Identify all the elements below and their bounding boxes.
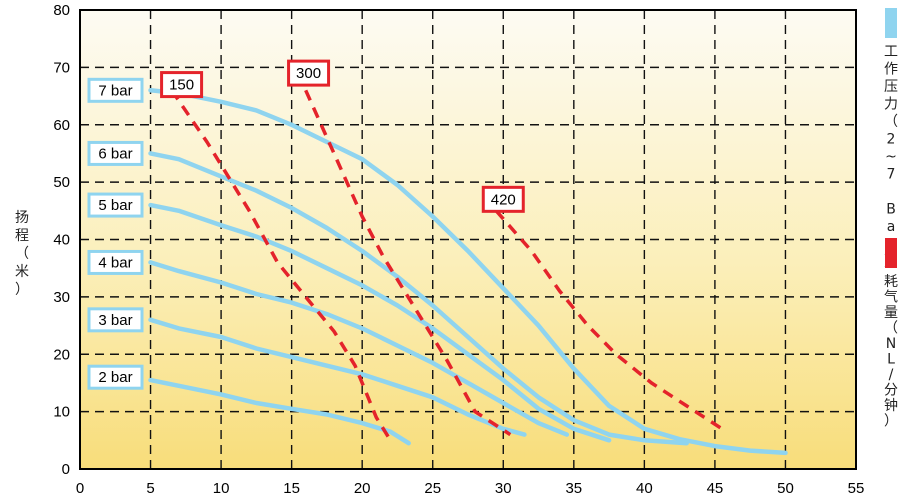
y-tick-label: 30 — [53, 289, 70, 306]
x-tick-label: 45 — [707, 480, 724, 497]
svg-text:L: L — [887, 352, 895, 368]
svg-text:气: 气 — [884, 290, 898, 306]
y-tick-label: 80 — [53, 2, 70, 19]
svg-text:耗: 耗 — [884, 274, 898, 290]
y-tick-label: 0 — [62, 461, 70, 478]
pressure-tag-label: 2 bar — [98, 369, 132, 386]
pressure-tag: 5 bar — [87, 192, 144, 218]
series-tags: 7 bar 6 bar 5 bar 4 bar 3 bar 2 bar 150 300 420 — [87, 59, 525, 390]
air-tag: 300 — [287, 59, 331, 87]
y-tick-label: 40 — [53, 232, 70, 249]
x-tick-label: 50 — [777, 480, 794, 497]
svg-text:/: / — [889, 367, 894, 383]
plot-border — [79, 9, 857, 470]
svg-text:）: ） — [884, 414, 898, 430]
x-tick-label: 0 — [76, 480, 84, 497]
y-tick-label: 70 — [53, 59, 70, 76]
svg-text:量: 量 — [884, 305, 898, 321]
air-tag-box — [481, 185, 525, 213]
x-tick-label: 40 — [636, 480, 653, 497]
pressure-tag: 4 bar — [87, 249, 144, 275]
x-tick-label: 10 — [213, 480, 230, 497]
svg-text:B: B — [886, 202, 896, 218]
y-tick-label: 60 — [53, 117, 70, 134]
x-tick-label: 25 — [424, 480, 441, 497]
svg-text:分: 分 — [884, 383, 898, 399]
air-curve-420 — [494, 209, 723, 431]
air-curve-300 — [304, 89, 512, 437]
legend-swatch-air — [885, 238, 897, 268]
svg-text:（: （ — [884, 114, 898, 130]
svg-text:压: 压 — [884, 79, 898, 95]
y-tick-label: 20 — [53, 346, 70, 363]
air-tag: 420 — [481, 185, 525, 213]
air-tag-label: 300 — [296, 65, 321, 82]
pressure-tag-label: 4 bar — [98, 254, 132, 271]
air-curve-150 — [170, 89, 392, 442]
plot-frame — [79, 9, 857, 470]
pressure-curve-4-bar — [148, 260, 570, 437]
x-tick-label: 55 — [848, 480, 865, 497]
pressure-tag-label: 5 bar — [98, 197, 132, 214]
x-tick-label: 5 — [146, 480, 154, 497]
svg-text:（: （ — [884, 321, 898, 337]
pressure-tag-label: 6 bar — [98, 145, 132, 162]
svg-text:力: 力 — [884, 97, 898, 113]
svg-text:~: ~ — [885, 149, 897, 165]
air-tag: 150 — [160, 71, 204, 99]
x-tick-label: 35 — [565, 480, 582, 497]
pressure-tag-box — [87, 364, 144, 390]
svg-text:米: 米 — [15, 264, 29, 280]
legend-swatch-pressure — [885, 8, 897, 38]
air-tag-label: 150 — [169, 77, 194, 94]
pressure-curve-5-bar — [148, 202, 612, 443]
pressure-tag-box — [87, 249, 144, 275]
pressure-tag: 3 bar — [87, 307, 144, 333]
pressure-tag-label: 3 bar — [98, 312, 132, 329]
svg-text:钟: 钟 — [884, 397, 898, 414]
pressure-tag-box — [87, 77, 144, 103]
y-tick-label: 50 — [53, 174, 70, 191]
pressure-tag: 6 bar — [87, 140, 144, 166]
pressure-tag-box — [87, 140, 144, 166]
svg-text:程: 程 — [15, 228, 29, 244]
x-tick-label: 20 — [354, 480, 371, 497]
pressure-tag: 2 bar — [87, 364, 144, 390]
svg-text:a: a — [887, 219, 896, 235]
x-tick-label: 15 — [283, 480, 300, 497]
axis-ticks: 0 5 10 15 20 25 30 35 40 45 50 55 0 10 20 30 40 50 60 70 80 — [53, 2, 864, 497]
pressure-tag-box — [87, 307, 144, 333]
pressure-curve-2-bar — [148, 377, 411, 446]
y-tick-label: 10 — [53, 404, 70, 421]
svg-text:作: 作 — [884, 62, 898, 78]
pressure-curve-6-bar — [148, 151, 689, 446]
y-axis-title: 扬程 （ 米 ） — [15, 210, 29, 298]
x-tick-label: 30 — [495, 480, 512, 497]
svg-text:7: 7 — [887, 167, 896, 183]
pressure-tag-label: 7 bar — [98, 82, 132, 99]
svg-text:2: 2 — [887, 132, 896, 148]
y-axis-label: 扬程 （ 米 ） — [15, 210, 29, 298]
air-tag-label: 420 — [491, 191, 516, 208]
pressure-tag-box — [87, 192, 144, 218]
air-tag-box — [287, 59, 331, 87]
series-layer — [148, 88, 788, 456]
air-tag-box — [160, 71, 204, 99]
svg-text:扬: 扬 — [15, 210, 29, 226]
legend-label-air: 耗气量（NL/分钟） — [884, 274, 898, 430]
svg-text:N: N — [886, 336, 896, 352]
svg-text:工: 工 — [884, 44, 898, 60]
svg-text:）: ） — [15, 282, 29, 298]
svg-text:（: （ — [15, 246, 29, 262]
pressure-curve-3-bar — [148, 317, 527, 437]
pressure-tag: 7 bar — [87, 77, 144, 103]
pressure-curve-7-bar — [148, 88, 788, 456]
